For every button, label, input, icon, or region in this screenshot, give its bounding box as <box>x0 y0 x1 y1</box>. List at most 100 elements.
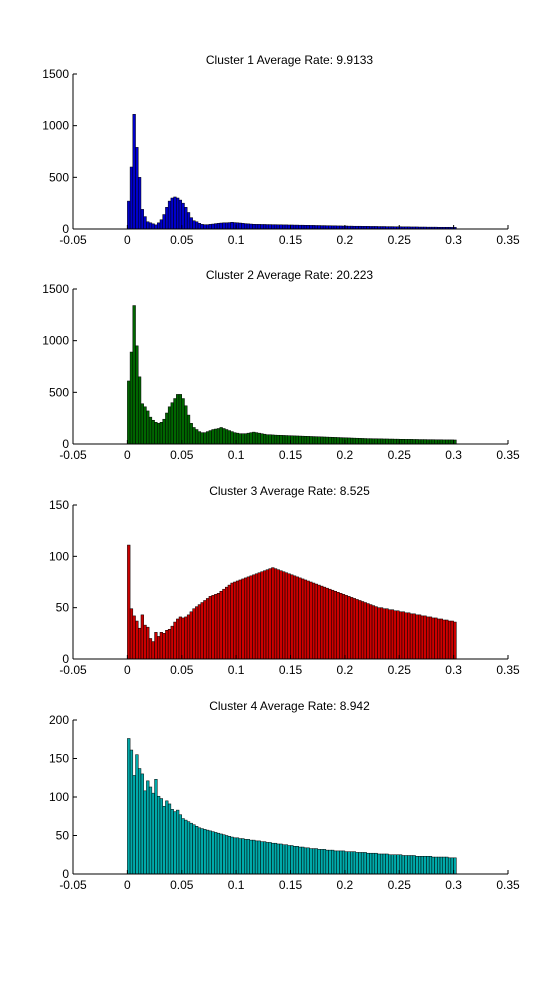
bar <box>271 567 275 660</box>
bar <box>322 225 327 230</box>
chart-panel-4: -0.05 0 0.05 0.1 0.15 0.2 0.25 0.3 0.35050100150… <box>49 699 520 892</box>
bar <box>284 435 289 445</box>
bar <box>186 614 191 660</box>
x-tick-label: -0.05 <box>59 878 87 892</box>
bar <box>428 616 433 660</box>
bar <box>129 608 134 660</box>
bar <box>214 428 218 445</box>
bar <box>246 576 250 660</box>
bar <box>388 854 392 875</box>
bar <box>420 856 424 875</box>
bar <box>306 847 310 875</box>
bar <box>306 225 310 230</box>
bar <box>132 775 136 875</box>
y-tick-label: 0 <box>62 867 69 881</box>
bar <box>344 595 348 660</box>
bar <box>325 587 329 660</box>
bar <box>151 792 155 875</box>
bar <box>292 575 297 660</box>
x-tick-label: 0.2 <box>337 663 354 677</box>
bar <box>154 632 158 660</box>
bar <box>415 614 419 660</box>
bar <box>279 435 283 445</box>
x-tick-label: 0.35 <box>496 878 520 892</box>
bar <box>260 571 264 660</box>
bar <box>170 625 174 660</box>
bar <box>246 839 250 875</box>
x-tick-label: 0.35 <box>496 233 520 247</box>
bar <box>418 439 422 445</box>
bar <box>216 428 221 445</box>
bar <box>445 439 449 445</box>
bar <box>252 224 256 230</box>
bar <box>358 852 362 875</box>
bar <box>314 848 318 875</box>
bar <box>420 439 424 445</box>
bar <box>249 432 253 445</box>
bar <box>295 846 299 875</box>
bar <box>254 840 259 875</box>
bar <box>292 224 297 230</box>
bar <box>303 436 308 445</box>
bar <box>230 582 234 660</box>
bar <box>216 593 221 660</box>
bar <box>303 847 308 875</box>
bar <box>192 608 196 660</box>
bar <box>377 853 381 875</box>
x-tick-label: 0.15 <box>279 233 303 247</box>
bar <box>167 628 172 660</box>
bar <box>205 431 210 445</box>
bar <box>184 207 188 230</box>
bar <box>312 436 316 445</box>
bar <box>192 427 196 445</box>
bar <box>257 840 261 875</box>
bar <box>260 841 264 875</box>
bar <box>203 224 207 230</box>
bar <box>312 848 316 875</box>
bar <box>222 428 226 445</box>
bar <box>205 598 210 660</box>
y-tick-label: 500 <box>49 170 69 184</box>
bar <box>146 221 150 230</box>
bar <box>241 223 245 230</box>
bar <box>241 838 245 875</box>
bar <box>447 857 452 875</box>
bar <box>385 853 389 875</box>
bar <box>379 853 384 875</box>
y-tick-label: 0 <box>62 652 69 666</box>
bar <box>415 856 419 875</box>
x-tick-label: 0.3 <box>445 878 462 892</box>
bar <box>178 394 182 445</box>
bar <box>151 641 155 660</box>
bar <box>385 608 389 660</box>
bar <box>208 430 212 445</box>
bar <box>390 854 395 875</box>
bar <box>157 795 161 875</box>
bar <box>407 439 411 445</box>
bar <box>203 600 207 660</box>
bar <box>396 610 400 660</box>
y-tick-label: 100 <box>49 790 69 804</box>
bar <box>265 434 269 445</box>
bar <box>208 830 212 875</box>
x-tick-label: 0.35 <box>496 663 520 677</box>
bar <box>388 438 392 445</box>
bar <box>309 436 313 445</box>
bar <box>167 200 172 230</box>
bar <box>230 836 234 875</box>
bar <box>393 438 397 445</box>
bar <box>184 819 188 875</box>
bar <box>268 842 272 875</box>
bar <box>127 380 131 445</box>
bar <box>246 432 250 445</box>
bar <box>205 829 210 875</box>
x-tick-label: 0.3 <box>445 663 462 677</box>
bar <box>287 845 291 875</box>
bar <box>393 610 397 660</box>
bar <box>241 578 245 660</box>
bar <box>173 811 177 875</box>
bar <box>447 620 452 660</box>
bar <box>189 611 193 660</box>
bar <box>339 850 343 875</box>
bar <box>382 438 386 445</box>
